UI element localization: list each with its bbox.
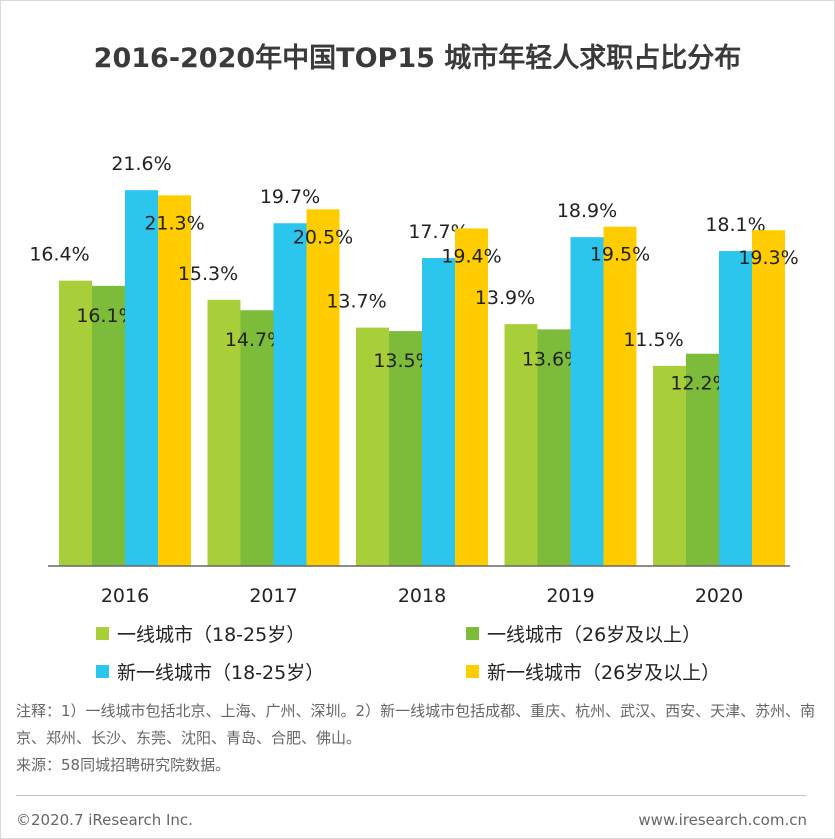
data-label-2018-s0: 13.7% xyxy=(326,291,386,313)
data-label-2020-s2: 18.1% xyxy=(705,214,765,236)
bar-2020-s2 xyxy=(719,251,752,566)
legend-label: 一线城市（26岁及以上） xyxy=(487,624,702,646)
chart-title: 2016-2020年中国TOP15 城市年轻人求职占比分布 xyxy=(93,43,742,74)
bar-2017-s1 xyxy=(240,310,274,566)
chart-notes: 注释：1）一线城市包括北京、上海、广州、深圳。2）新一线城市包括成都、重庆、杭州… xyxy=(16,698,821,779)
data-label-2017-s3: 20.5% xyxy=(293,226,353,248)
bar-2019-s1 xyxy=(537,329,571,566)
legend-swatch xyxy=(96,665,109,678)
data-label-2018-s2: 17.7% xyxy=(408,221,468,243)
x-tick-label-2019: 2019 xyxy=(546,585,594,607)
copyright: ©2020.7 iResearch Inc. xyxy=(16,811,193,829)
bar-2017-s3 xyxy=(306,209,340,567)
legend-item-new-tier1-young: 新一线城市（18-25岁） xyxy=(96,658,324,685)
data-label-2017-s1: 14.7% xyxy=(225,329,285,351)
note-text: 注释：1）一线城市包括北京、上海、广州、深圳。2）新一线城市包括成都、重庆、杭州… xyxy=(16,702,816,747)
data-label-2016-s3: 21.3% xyxy=(144,212,204,234)
bar-2018-s3 xyxy=(455,228,488,566)
legend-swatch xyxy=(96,627,109,640)
bar-2016-s1 xyxy=(92,285,125,566)
legend-item-new-tier1-older: 新一线城市（26岁及以上） xyxy=(466,658,720,685)
bar-2020-s3 xyxy=(752,230,785,566)
legend: 一线城市（18-25岁） 一线城市（26岁及以上） 新一线城市（18-25岁） … xyxy=(96,618,796,698)
data-label-2019-s3: 19.5% xyxy=(590,244,650,266)
bar-2019-s2 xyxy=(570,237,604,566)
website-link[interactable]: www.iresearch.com.cn xyxy=(638,811,807,829)
data-label-2016-s2: 21.6% xyxy=(111,153,171,175)
legend-label: 新一线城市（26岁及以上） xyxy=(487,662,721,684)
bar-2020-s1 xyxy=(686,353,719,566)
x-tick-label-2020: 2020 xyxy=(695,585,743,607)
x-tick-label-2018: 2018 xyxy=(398,585,446,607)
legend-item-tier1-young: 一线城市（18-25岁） xyxy=(96,620,305,647)
data-label-2020-s0: 11.5% xyxy=(623,329,683,351)
data-label-2017-s0: 15.3% xyxy=(178,263,238,285)
bar-2018-s1 xyxy=(389,331,422,566)
legend-item-tier1-older: 一线城市（26岁及以上） xyxy=(466,620,701,647)
bar-2020-s0 xyxy=(653,365,686,566)
data-label-2020-s3: 19.3% xyxy=(738,247,798,269)
legend-label: 一线城市（18-25岁） xyxy=(117,624,306,646)
data-label-2019-s2: 18.9% xyxy=(557,200,617,222)
data-label-2020-s1: 12.2% xyxy=(670,373,730,395)
bar-2016-s0 xyxy=(59,280,92,566)
data-label-2016-s1: 16.1% xyxy=(76,305,136,327)
source-text: 来源：58同城招聘研究院数据。 xyxy=(16,756,231,774)
bar-chart: 16.4% 16.1% 21.6% 21.3% 2016 15.3% 14.7% 19.7% 2… xyxy=(29,153,798,607)
bar-2017-s0 xyxy=(207,299,241,566)
data-label-2018-s3: 19.4% xyxy=(441,245,501,267)
legend-label: 新一线城市（18-25岁） xyxy=(117,662,325,684)
data-label-2016-s0: 16.4% xyxy=(29,244,89,266)
legend-swatch xyxy=(466,665,479,678)
bar-2019-s3 xyxy=(603,226,637,566)
legend-swatch xyxy=(466,627,479,640)
footer-divider xyxy=(16,795,806,796)
data-label-2018-s1: 13.5% xyxy=(373,350,433,372)
data-label-2019-s0: 13.9% xyxy=(475,287,535,309)
bar-2016-s3 xyxy=(158,195,191,566)
bar-2017-s2 xyxy=(273,223,307,566)
bar-2018-s2 xyxy=(422,258,455,566)
x-tick-label-2016: 2016 xyxy=(101,585,149,607)
data-label-2019-s1: 13.6% xyxy=(522,348,582,370)
x-tick-label-2017: 2017 xyxy=(249,585,297,607)
data-label-2017-s2: 19.7% xyxy=(260,186,320,208)
bar-2016-s2 xyxy=(125,190,158,566)
bar-2018-s0 xyxy=(356,327,389,566)
bar-2019-s0 xyxy=(504,324,538,566)
